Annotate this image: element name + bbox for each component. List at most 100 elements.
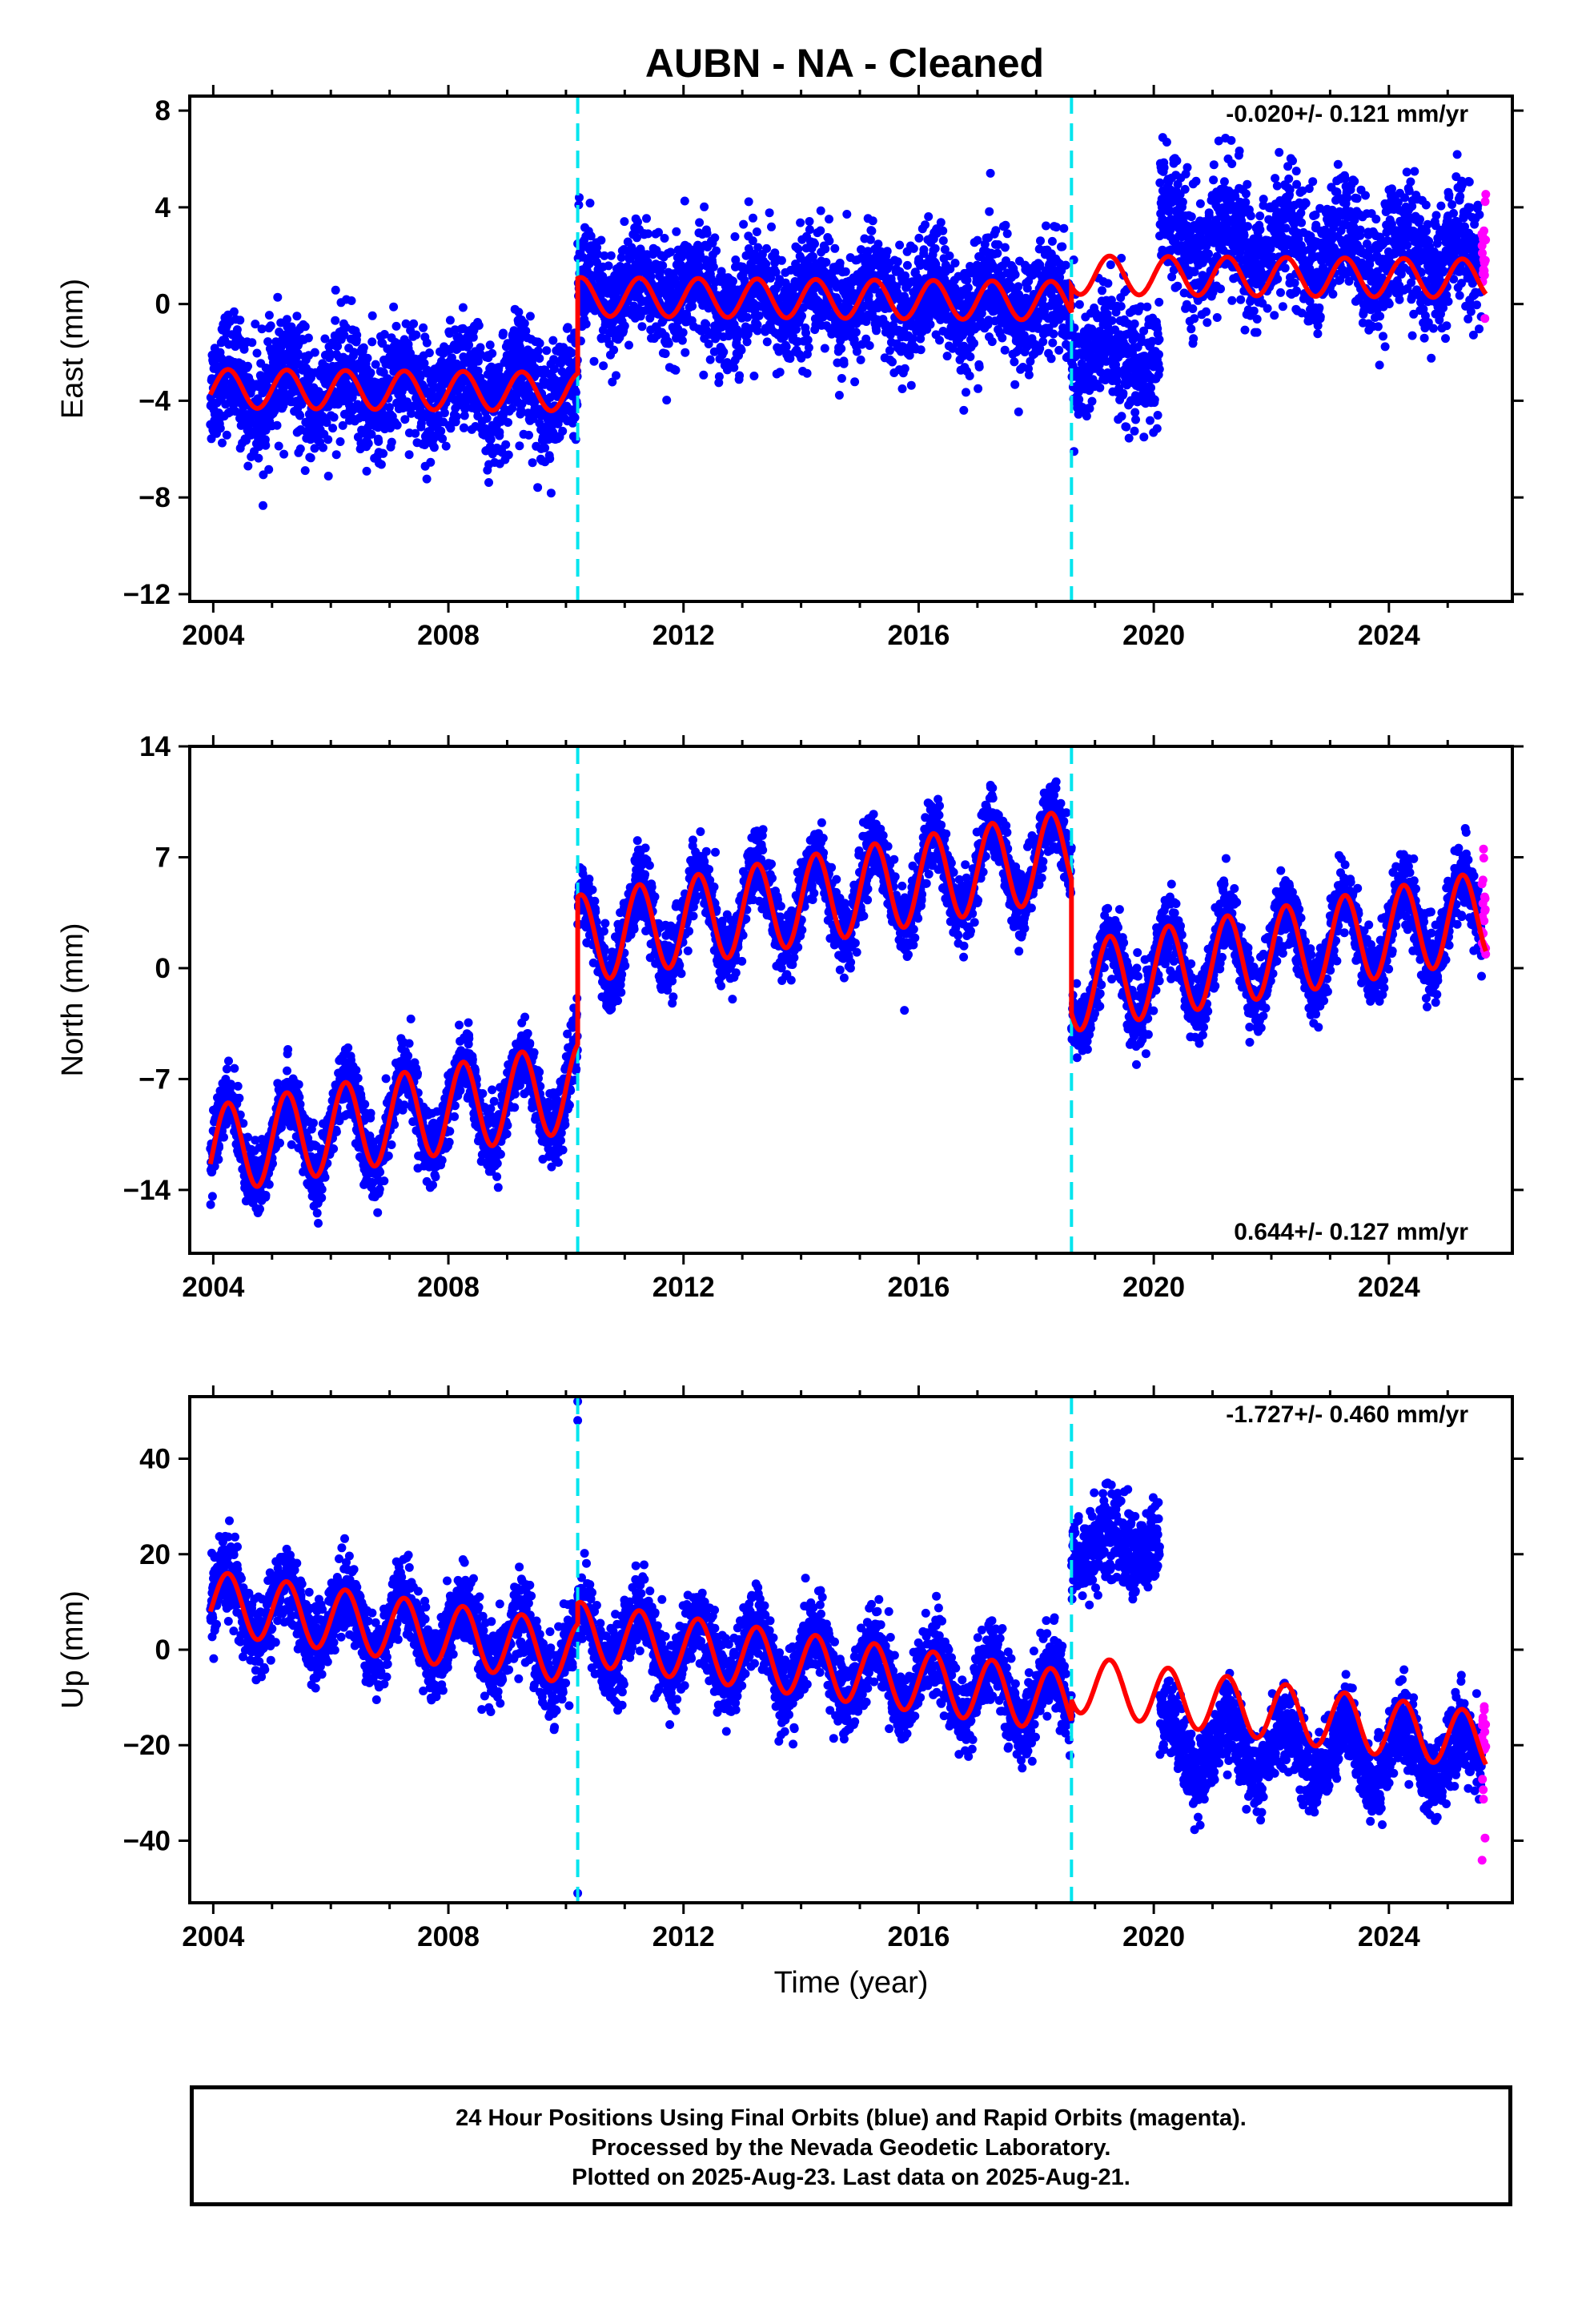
data-point bbox=[962, 388, 970, 397]
data-point bbox=[1118, 388, 1128, 398]
data-point bbox=[1054, 345, 1064, 355]
data-point bbox=[458, 303, 468, 312]
data-point bbox=[310, 444, 319, 453]
data-point bbox=[359, 343, 368, 352]
data-point bbox=[661, 349, 670, 359]
data-point bbox=[272, 420, 282, 430]
data-point bbox=[796, 218, 805, 227]
data-point bbox=[1236, 295, 1246, 304]
data-point bbox=[259, 501, 267, 510]
data-point bbox=[468, 332, 478, 342]
data-point bbox=[930, 243, 940, 253]
data-point bbox=[865, 341, 874, 350]
data-point bbox=[485, 340, 495, 350]
data-point bbox=[528, 458, 537, 468]
data-point bbox=[366, 368, 375, 377]
data-point bbox=[1186, 324, 1196, 334]
data-point bbox=[438, 434, 448, 444]
data-point bbox=[535, 339, 544, 348]
data-point bbox=[419, 323, 428, 332]
data-point bbox=[422, 338, 432, 348]
data-point bbox=[1116, 302, 1126, 311]
data-point bbox=[1333, 159, 1343, 169]
data-point bbox=[658, 261, 668, 271]
data-point bbox=[535, 354, 544, 363]
data-point bbox=[235, 316, 245, 325]
data-point bbox=[993, 248, 1002, 258]
data-point bbox=[767, 222, 776, 231]
data-point bbox=[612, 371, 620, 380]
data-point bbox=[1155, 178, 1165, 187]
data-point bbox=[520, 319, 529, 328]
data-point bbox=[293, 349, 303, 358]
data-point bbox=[709, 262, 718, 271]
data-point bbox=[409, 319, 419, 328]
data-point bbox=[742, 337, 752, 347]
data-point bbox=[374, 436, 383, 446]
data-point bbox=[460, 411, 469, 420]
data-point bbox=[867, 226, 877, 235]
data-point bbox=[215, 424, 225, 433]
data-point bbox=[347, 296, 356, 305]
data-point bbox=[229, 307, 239, 316]
data-point bbox=[292, 312, 302, 321]
data-point bbox=[1010, 357, 1019, 367]
data-point bbox=[338, 420, 347, 430]
data-point bbox=[919, 245, 929, 255]
data-point bbox=[219, 377, 229, 387]
data-point bbox=[279, 449, 289, 459]
data-point bbox=[1271, 174, 1280, 183]
data-point bbox=[973, 235, 982, 245]
data-point bbox=[525, 312, 535, 321]
data-point bbox=[735, 371, 745, 380]
data-point bbox=[581, 320, 591, 329]
data-point bbox=[1241, 198, 1251, 207]
data-point bbox=[1227, 296, 1237, 305]
data-point bbox=[440, 408, 449, 418]
data-point bbox=[384, 403, 394, 412]
data-point bbox=[1014, 407, 1023, 416]
data-point bbox=[1235, 147, 1244, 155]
data-point bbox=[1087, 396, 1097, 406]
data-point bbox=[985, 207, 994, 216]
data-point bbox=[1284, 174, 1294, 183]
data-point bbox=[802, 368, 812, 378]
data-point bbox=[825, 236, 834, 246]
data-point bbox=[825, 215, 833, 224]
data-point bbox=[1130, 319, 1139, 328]
data-point bbox=[746, 324, 756, 333]
data-point bbox=[1103, 279, 1113, 288]
data-point bbox=[743, 312, 752, 322]
data-point bbox=[545, 392, 555, 402]
data-point bbox=[1328, 289, 1338, 299]
data-point bbox=[1275, 147, 1284, 157]
data-point bbox=[609, 345, 619, 355]
data-point bbox=[1154, 297, 1164, 307]
data-point bbox=[1124, 433, 1134, 443]
data-point bbox=[540, 443, 550, 452]
data-point bbox=[450, 325, 460, 335]
data-point bbox=[991, 226, 1001, 235]
data-point bbox=[938, 226, 948, 235]
data-point bbox=[295, 411, 305, 420]
data-point bbox=[473, 366, 483, 376]
data-point bbox=[499, 328, 508, 338]
data-point bbox=[515, 441, 524, 451]
data-point bbox=[762, 337, 772, 347]
data-point bbox=[1203, 318, 1212, 328]
data-point bbox=[865, 235, 875, 244]
data-point bbox=[389, 302, 399, 312]
data-point bbox=[681, 348, 690, 357]
data-point bbox=[1180, 184, 1190, 194]
data-point bbox=[570, 413, 580, 422]
data-point bbox=[1000, 345, 1010, 355]
data-point bbox=[367, 337, 377, 347]
data-point bbox=[1014, 282, 1023, 292]
data-point bbox=[1154, 364, 1164, 374]
data-point bbox=[1002, 229, 1012, 239]
data-point bbox=[938, 236, 948, 245]
data-point bbox=[633, 217, 642, 227]
data-point bbox=[445, 316, 455, 325]
data-point bbox=[632, 233, 641, 243]
data-point bbox=[501, 440, 511, 449]
